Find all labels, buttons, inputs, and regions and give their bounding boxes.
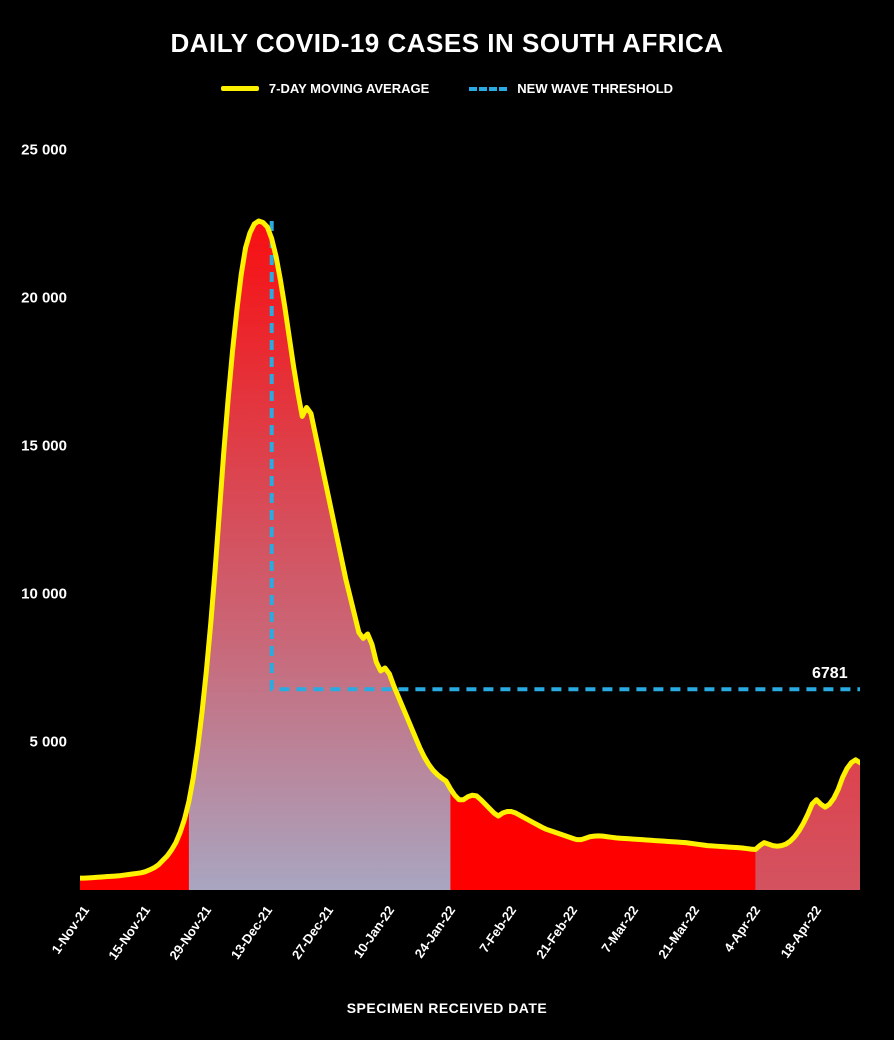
x-axis: 1-Nov-2115-Nov-2129-Nov-2113-Dec-2127-De… [80,895,860,995]
legend-label-threshold: NEW WAVE THRESHOLD [517,81,673,96]
x-tick: 24-Jan-22 [412,903,459,961]
x-tick: 21-Feb-22 [533,903,580,961]
legend-swatch-threshold [469,87,507,91]
x-tick: 10-Jan-22 [351,903,398,961]
x-tick: 7-Feb-22 [476,903,519,955]
x-tick: 27-Dec-21 [289,903,337,962]
y-tick: 20 000 [21,290,67,307]
x-tick: 4-Apr-22 [721,903,764,955]
y-tick: 10 000 [21,586,67,603]
x-tick: 13-Dec-21 [228,903,276,962]
plot-svg [80,150,860,890]
chart-container: DAILY COVID-19 CASES IN SOUTH AFRICA 7-D… [0,0,894,1040]
threshold-label: 6781 [812,665,848,683]
y-tick: 25 000 [21,142,67,159]
y-tick: 5 000 [29,734,67,751]
legend: 7-DAY MOVING AVERAGE NEW WAVE THRESHOLD [0,81,894,96]
x-tick: 15-Nov-21 [105,903,153,963]
x-axis-label: SPECIMEN RECEIVED DATE [0,1000,894,1016]
area-glow [189,150,451,890]
legend-item-avg: 7-DAY MOVING AVERAGE [221,81,429,96]
x-tick: 18-Apr-22 [778,903,825,961]
x-tick: 7-Mar-22 [598,903,641,955]
chart-title: DAILY COVID-19 CASES IN SOUTH AFRICA [0,0,894,59]
legend-swatch-avg [221,86,259,91]
y-tick: 15 000 [21,438,67,455]
y-axis: 5 00010 00015 00020 00025 000 [0,150,75,890]
x-tick: 21-Mar-22 [655,903,702,961]
legend-item-threshold: NEW WAVE THRESHOLD [469,81,673,96]
threshold-line [272,221,860,689]
x-tick: 1-Nov-21 [48,903,92,957]
x-tick: 29-Nov-21 [166,903,214,963]
plot-area [80,150,860,890]
legend-label-avg: 7-DAY MOVING AVERAGE [269,81,429,96]
